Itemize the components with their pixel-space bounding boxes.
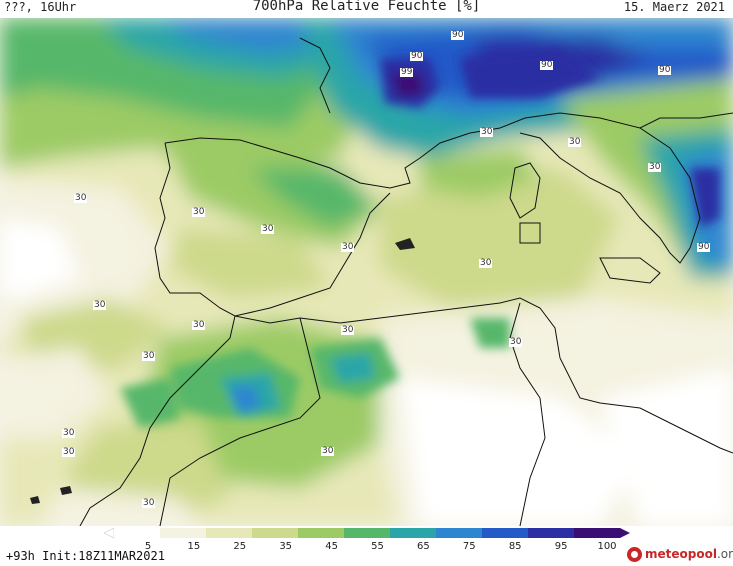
meteopool-logo-icon [627,547,642,562]
colorbar-segment [160,528,207,538]
contour-label: 30 [192,207,206,217]
contour-label: 30 [479,258,493,268]
colorbar-tick-label: 45 [325,541,338,552]
contour-label: 30 [74,193,88,203]
colorbar-tick-label: 95 [554,541,568,552]
colorbar-tick-label: 75 [462,541,476,552]
contour-label: 90 [658,65,672,75]
colorbar-segment [574,528,621,538]
map-title: 700hPa Relative Feuchte [%] [252,0,481,14]
contour-label: 30 [261,224,275,234]
colorbar [104,528,630,538]
colorbar-tick-label: 25 [233,541,247,552]
contour-label: 30 [321,446,335,456]
header-date: 15. Maerz 2021 [623,0,725,14]
colorbar-segment [298,528,345,538]
colorbar-segment [390,528,437,538]
colorbar-tick-label: 65 [417,541,430,552]
brand-text: meteopool.org [645,547,733,561]
contour-label: 30 [648,162,662,172]
contour-label: 99 [400,67,414,77]
colorbar-segment [252,528,299,538]
colorbar-tick-label: 100 [597,541,617,552]
contour-label: 30 [480,127,494,137]
colorbar-tick-label: 5 [144,541,152,552]
colorbar-tick-label: 85 [508,541,522,552]
contour-label: 90 [451,30,465,40]
contour-label: 30 [341,325,355,335]
contour-label: 90 [410,51,424,61]
colorbar-segment [436,528,483,538]
islands [30,238,415,504]
contour-label: 30 [62,428,76,438]
colorbar-tick-label: 55 [371,541,384,552]
humidity-map: 90 90 99 90 90 30 30 30 30 90 30 30 30 3… [0,18,733,526]
colorbar-tick-label: 15 [187,541,201,552]
contour-label: 30 [341,242,355,252]
meteopool-brand[interactable]: meteopool.org [627,544,733,564]
colorbar-segment [482,528,529,538]
colorbar-segment [114,528,161,538]
colorbar-max-arrow [620,528,630,538]
colorbar-segment [206,528,253,538]
colorbar-segment [344,528,391,538]
contour-label: 30 [93,300,107,310]
header: ???, 16Uhr 700hPa Relative Feuchte [%] 1… [0,0,733,18]
colorbar-segment [528,528,575,538]
colorbar-min-arrow [104,528,115,538]
contour-label: 30 [568,137,582,147]
humidity-field [0,18,733,526]
contour-label: 30 [62,447,76,457]
colorbar-tick-label: 35 [279,541,293,552]
contour-label: 30 [192,320,206,330]
contour-label: 30 [142,351,156,361]
contour-label: 30 [142,498,156,508]
contour-label: 90 [540,60,554,70]
contour-label: 30 [509,337,523,347]
model-run-info: +93h Init:18Z11MAR2021 [6,549,165,563]
contour-label: 90 [697,242,711,252]
header-valid-time: ???, 16Uhr [4,0,77,14]
